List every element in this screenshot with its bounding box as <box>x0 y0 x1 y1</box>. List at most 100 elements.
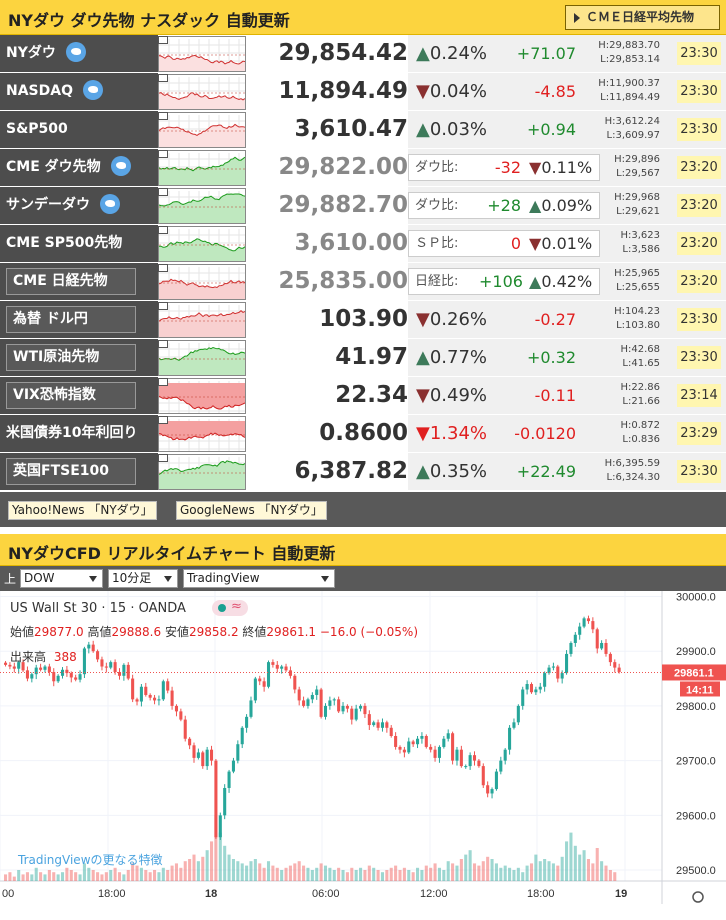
quote-name[interactable]: 英国FTSE100 <box>0 453 158 490</box>
source-select[interactable]: TradingView <box>183 569 335 588</box>
quote-name[interactable]: S&P500 <box>0 111 158 148</box>
twitter-icon[interactable] <box>83 80 103 100</box>
quote-name-label[interactable]: 米国債券10年利回り <box>6 425 138 441</box>
expand-icon[interactable] <box>158 74 168 82</box>
quote-name-label[interactable]: CME SP500先物 <box>6 235 123 251</box>
quote-name[interactable]: 米国債券10年利回り <box>0 415 158 452</box>
tradingview-chart[interactable]: 30000.0 29900.0 29800.0 29700.0 29600.0 29500… <box>0 591 726 914</box>
time-tick-label: 18 <box>205 888 217 900</box>
expand-icon[interactable] <box>158 112 168 120</box>
volume-bar <box>205 850 209 881</box>
symbol-select[interactable]: DOW <box>20 569 103 588</box>
quote-name-label[interactable]: VIX恐怖指数 <box>6 382 136 409</box>
quote-table: NYダウ 29,854.42 ▲0.24% +71.07 H:29,883.70 L:29… <box>0 35 726 491</box>
quote-name[interactable]: VIX恐怖指数 <box>0 377 158 414</box>
interval-select[interactable]: 10分足 <box>108 569 178 588</box>
volume-bar <box>345 872 349 881</box>
cme-nikkei-button[interactable]: ＣＭＥ日経平均先物 <box>565 5 720 30</box>
candle-body <box>135 699 139 702</box>
comparison-box: ＳＰ比: 0 ▼0.01% <box>408 230 600 257</box>
yahoo-news-link[interactable]: Yahoo!News 「NYダウ」 <box>8 501 157 520</box>
expand-icon[interactable] <box>158 454 168 462</box>
quote-name-label[interactable]: NYダウ <box>6 45 56 61</box>
volume-bar <box>310 870 314 881</box>
quote-name-label[interactable]: WTI原油先物 <box>6 344 136 371</box>
time-tick-label: 19 <box>615 888 627 900</box>
candle-body <box>109 662 113 668</box>
quote-name-label[interactable]: サンデーダウ <box>6 197 90 213</box>
tradingview-link[interactable]: TradingViewの更なる特徴 <box>18 853 163 867</box>
direction-icon: ▼ <box>416 423 430 444</box>
pct-value: 0.09% <box>541 196 593 215</box>
volume-label: 出来高 <box>10 650 47 664</box>
sparkline-chart[interactable] <box>158 36 246 72</box>
low-value: L:29,853.14 <box>600 54 660 65</box>
candle-body <box>556 666 560 679</box>
sparkline-chart[interactable] <box>158 416 246 452</box>
quote-name[interactable]: サンデーダウ <box>0 187 158 224</box>
sparkline <box>159 77 245 109</box>
google-news-link[interactable]: GoogleNews 「NYダウ」 <box>176 501 327 520</box>
price-cell: 29,854.42 <box>248 35 408 72</box>
pct-change: ▲0.35% <box>416 453 487 490</box>
expand-icon[interactable] <box>158 36 168 44</box>
candle-body <box>521 689 525 706</box>
volume-bar <box>227 854 231 881</box>
twitter-icon[interactable] <box>65 42 86 62</box>
candle-body <box>332 699 336 701</box>
high-low: H:11,900.37 L:11,894.49 <box>598 77 660 105</box>
quote-name[interactable]: CME ダウ先物 <box>0 149 158 186</box>
candle-body <box>538 686 542 690</box>
sparkline-chart[interactable] <box>158 226 246 262</box>
sparkline-chart[interactable] <box>158 188 246 224</box>
quote-name-label[interactable]: 為替 ドル円 <box>6 306 136 333</box>
quote-name-label[interactable]: CME ダウ先物 <box>6 159 101 175</box>
price-tick-label: 29600.0 <box>676 810 716 822</box>
divider <box>0 527 726 534</box>
quote-name[interactable]: NASDAQ <box>0 73 158 110</box>
sparkline-chart[interactable] <box>158 112 246 148</box>
quote-name[interactable]: CME 日経先物 <box>0 263 158 300</box>
quote-name-label[interactable]: CME 日経先物 <box>6 268 136 295</box>
sparkline-chart[interactable] <box>158 454 246 490</box>
expand-icon[interactable] <box>158 340 168 348</box>
sparkline-chart[interactable] <box>158 74 246 110</box>
sparkline-chart[interactable] <box>158 150 246 186</box>
open-label: 始値 <box>10 625 35 639</box>
update-time: 23:20 <box>677 156 721 179</box>
sparkline-chart[interactable] <box>158 302 246 338</box>
page-header: NYダウ ダウ先物 ナスダック 自動更新 ＣＭＥ日経平均先物 <box>0 0 726 35</box>
candle-body <box>82 648 86 675</box>
sparkline-chart[interactable] <box>158 340 246 376</box>
quote-name[interactable]: WTI原油先物 <box>0 339 158 376</box>
quote-name[interactable]: NYダウ <box>0 35 158 72</box>
expand-icon[interactable] <box>158 150 168 158</box>
twitter-icon[interactable] <box>100 194 120 214</box>
price-cell: 25,835.00 <box>248 263 514 300</box>
low-value: L:103.80 <box>616 320 660 331</box>
volume-bar <box>280 870 284 881</box>
candle-body <box>297 689 301 701</box>
expand-icon[interactable] <box>158 302 168 310</box>
expand-icon[interactable] <box>158 226 168 234</box>
quote-name-label[interactable]: NASDAQ <box>6 83 73 99</box>
expand-icon[interactable] <box>158 378 168 386</box>
twitter-icon[interactable] <box>110 156 131 176</box>
pct-value: 0.11% <box>541 158 593 177</box>
expand-icon[interactable] <box>158 264 168 272</box>
quote-name-label[interactable]: S&P500 <box>6 121 68 137</box>
sparkline-chart[interactable] <box>158 264 246 300</box>
candle-body <box>148 694 152 698</box>
quote-name[interactable]: CME SP500先物 <box>0 225 158 262</box>
volume-bar <box>96 872 100 881</box>
expand-icon[interactable] <box>158 188 168 196</box>
candlestick-chart[interactable]: 30000.0 29900.0 29800.0 29700.0 29600.0 29500… <box>0 591 726 914</box>
candle-body <box>236 744 240 761</box>
update-time: 23:30 <box>677 42 721 65</box>
candle-body <box>302 700 306 706</box>
quote-name-label[interactable]: 英国FTSE100 <box>6 458 136 485</box>
settings-gear-icon[interactable] <box>692 891 704 903</box>
sparkline-chart[interactable] <box>158 378 246 414</box>
quote-name[interactable]: 為替 ドル円 <box>0 301 158 338</box>
expand-icon[interactable] <box>158 416 168 424</box>
